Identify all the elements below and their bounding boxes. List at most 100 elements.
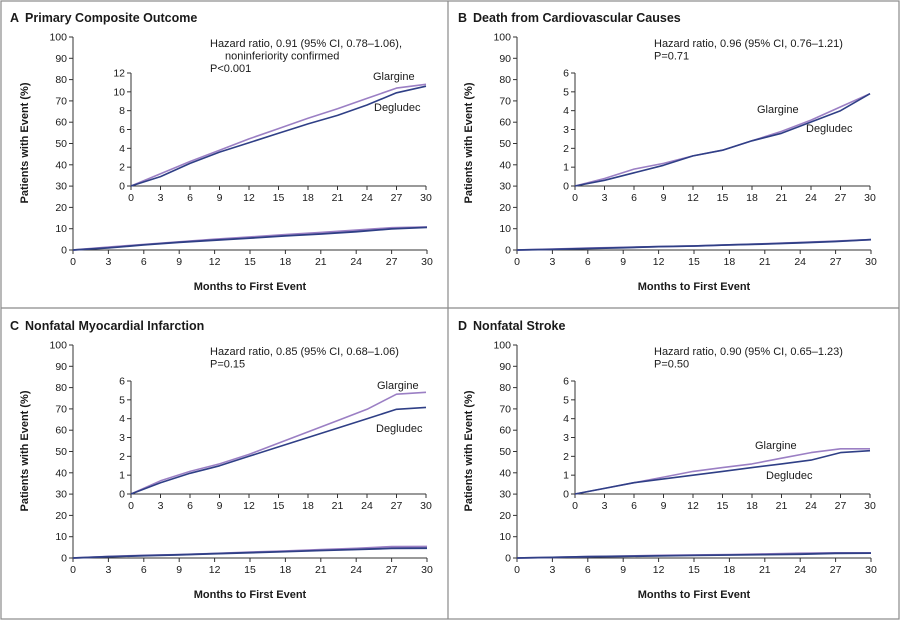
panel-d-inset-x-tick-label: 30 xyxy=(864,500,876,512)
panel-a-main-x-tick-label: 12 xyxy=(209,256,221,268)
panel-c-main-x-tick-label: 12 xyxy=(209,564,221,576)
panel-b-annotation-line: P=0.71 xyxy=(654,51,689,63)
panel-b-title-text: Death from Cardiovascular Causes xyxy=(473,11,681,25)
panel-a-main-x-tick-label: 24 xyxy=(350,256,362,268)
panel-d-inset-y-tick-label: 4 xyxy=(563,413,569,425)
panel-b-inset-x-tick-label: 9 xyxy=(661,192,667,204)
panel-a-inset-y-tick-label: 8 xyxy=(119,105,125,117)
panel-c-inset-line-degludec xyxy=(130,406,427,495)
panel-d-main-x-tick-label: 21 xyxy=(759,564,771,576)
panel-d-inset-y-tick-label: 1 xyxy=(563,470,569,482)
panel-c-inset-x-tick-label: 15 xyxy=(273,500,285,512)
panel-c-inset-x-tick-label: 24 xyxy=(361,500,373,512)
panel-c-main-y-tick-label: 0 xyxy=(61,553,67,565)
panel-c-main-y-tick-label: 70 xyxy=(55,403,67,415)
panel-a-inset-y-tick-label: 4 xyxy=(119,143,125,155)
panel-d-main-x-tick-label: 15 xyxy=(688,564,700,576)
panel-a-annotation-line: Hazard ratio, 0.91 (95% CI, 0.78–1.06), xyxy=(210,38,402,50)
panel-b-inset-x-tick-label: 30 xyxy=(864,192,876,204)
panel-a-main-x-tick-label: 0 xyxy=(70,256,76,268)
panel-d-main-y-tick-label: 0 xyxy=(505,553,511,565)
panel-d-inset-x-tick-label: 24 xyxy=(805,500,817,512)
panel-b-x-axis-title: Months to First Event xyxy=(638,281,751,293)
panel-c-annotation-line: P=0.15 xyxy=(210,359,245,371)
panel-c-main-x-tick-label: 27 xyxy=(386,564,398,576)
panel-d-inset-x-tick-label: 18 xyxy=(746,500,758,512)
panel-b-inset-y-tick-label: 0 xyxy=(563,181,569,193)
panel-c-label-degludec: Degludec xyxy=(376,423,423,435)
panel-c-inset-x-tick-label: 3 xyxy=(158,500,164,512)
panel-d-letter: D xyxy=(458,319,467,333)
panel-a-main-x-tick-label: 9 xyxy=(176,256,182,268)
panel-d-inset-x-tick-label: 15 xyxy=(717,500,729,512)
panel-b-letter: B xyxy=(458,11,467,25)
panel-a-main-y-tick-label: 20 xyxy=(55,202,67,214)
panel-c-main-y-tick-label: 80 xyxy=(55,382,67,394)
panel-c: C Nonfatal Myocardial Infarction 0 3 6 9 12 15… xyxy=(10,319,433,601)
panel-b-inset-x-tick-label: 6 xyxy=(631,192,637,204)
panel-c-main-x-tick-label: 24 xyxy=(350,564,362,576)
panel-d-main-x-tick-label: 18 xyxy=(724,564,736,576)
panel-a-main-y-tick-label: 30 xyxy=(55,181,67,193)
panel-a-label-degludec: Degludec xyxy=(374,102,421,114)
panel-a-inset-line-degludec xyxy=(130,85,427,187)
panel-b-main-x-tick-label: 12 xyxy=(653,256,665,268)
panel-a-inset-line-glargine xyxy=(130,83,427,187)
panel-b-main-y-tick-label: 0 xyxy=(505,245,511,257)
panel-d-main-x-tick-label: 0 xyxy=(514,564,520,576)
panel-b-label-glargine: Glargine xyxy=(757,104,799,116)
panel-d-inset-y-tick-label: 6 xyxy=(563,376,569,388)
panel-c-main-x-tick-label: 21 xyxy=(315,564,327,576)
panel-a-plot: 0 3 6 9 12 15 18 21 24 27 300102030405060708090100… xyxy=(19,32,433,294)
panel-c-inset-x-tick-label: 0 xyxy=(128,500,134,512)
panel-a-y-axis-title: Patients with Event (%) xyxy=(19,82,31,203)
panel-c-y-axis-title: Patients with Event (%) xyxy=(19,390,31,511)
panel-d-main-y-tick-label: 40 xyxy=(499,467,511,479)
panel-b-inset-x-tick-label: 18 xyxy=(746,192,758,204)
panel-a-main-y-tick-label: 40 xyxy=(55,159,67,171)
panel-c-main-y-tick-label: 50 xyxy=(55,446,67,458)
panel-d-inset-x-tick-label: 9 xyxy=(661,500,667,512)
panel-b-main-y-tick-label: 40 xyxy=(499,159,511,171)
panel-c-main-y-tick-label: 90 xyxy=(55,361,67,373)
panel-a-main-x-tick-label: 27 xyxy=(386,256,398,268)
panel-d-title: D Nonfatal Stroke xyxy=(458,319,565,333)
panel-a-annotation-line: P<0.001 xyxy=(210,63,251,75)
panel-c-main-x-tick-label: 0 xyxy=(70,564,76,576)
panel-c-inset-y-tick-label: 2 xyxy=(119,451,125,463)
panel-b-inset-x-tick-label: 3 xyxy=(602,192,608,204)
panel-d-main-x-tick-label: 12 xyxy=(653,564,665,576)
panel-a-letter: A xyxy=(10,11,19,25)
panel-b-inset-x-tick-label: 15 xyxy=(717,192,729,204)
panel-b-main-y-tick-label: 30 xyxy=(499,181,511,193)
panel-a-inset-x-tick-label: 6 xyxy=(187,192,193,204)
panel-d-inset-y-tick-label: 3 xyxy=(563,432,569,444)
panel-d-inset-x-tick-label: 27 xyxy=(835,500,847,512)
panel-c-letter: C xyxy=(10,319,19,333)
panel-a-inset-y-tick-label: 12 xyxy=(113,68,125,80)
panel-d-main-y-tick-label: 100 xyxy=(493,340,511,352)
panel-a-main-y-tick-label: 50 xyxy=(55,138,67,150)
panel-b-inset-x-tick-label: 0 xyxy=(572,192,578,204)
panel-d-inset-x-tick-label: 0 xyxy=(572,500,578,512)
panel-d-inset-y-tick-label: 2 xyxy=(563,451,569,463)
panel-d: D Nonfatal Stroke 0 3 6 9 12 15 18 21 24 27 3001020… xyxy=(458,319,877,601)
panel-c-inset-x-tick-label: 9 xyxy=(217,500,223,512)
panel-b-main-x-tick-label: 0 xyxy=(514,256,520,268)
panel-b-main-x-tick-label: 27 xyxy=(830,256,842,268)
panel-a-main-x-tick-label: 30 xyxy=(421,256,433,268)
panel-c-inset-y-tick-label: 6 xyxy=(119,376,125,388)
panel-b-main-y-tick-label: 60 xyxy=(499,117,511,129)
panel-a-main-y-tick-label: 10 xyxy=(55,223,67,235)
panel-b-main-x-tick-label: 30 xyxy=(865,256,877,268)
panel-c-inset-x-tick-label: 12 xyxy=(243,500,255,512)
panel-d-inset-x-tick-label: 21 xyxy=(776,500,788,512)
panel-a-main-y-tick-label: 100 xyxy=(49,32,67,44)
panel-c-main-y-tick-label: 60 xyxy=(55,425,67,437)
panel-c-main-x-tick-label: 9 xyxy=(176,564,182,576)
panel-c-inset-y-tick-label: 1 xyxy=(119,470,125,482)
panel-a-inset-x-tick-label: 9 xyxy=(217,192,223,204)
panel-d-title-text: Nonfatal Stroke xyxy=(473,319,565,333)
panel-d-x-axis-title: Months to First Event xyxy=(638,589,751,601)
